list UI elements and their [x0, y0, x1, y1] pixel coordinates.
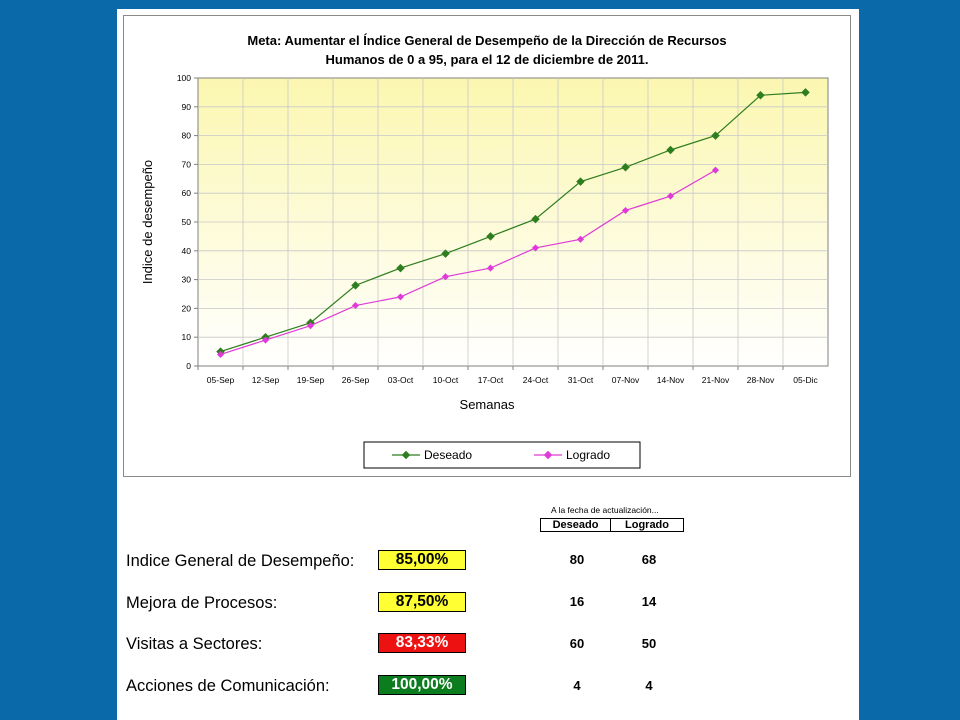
x-tick-label: 28-Nov	[747, 375, 775, 385]
chart-subtitle: Humanos de 0 a 95, para el 12 de diciemb…	[326, 52, 649, 67]
update-note: A la fecha de actualización...	[551, 505, 659, 515]
metric-achieved-value: 4	[645, 678, 653, 693]
metric-percent-badge: 85,00%	[378, 550, 466, 570]
metric-desired-value: 4	[573, 678, 581, 693]
y-tick-label: 80	[182, 131, 192, 141]
metric-desired-value: 60	[569, 636, 585, 651]
metric-desired-value: 80	[569, 552, 585, 567]
metric-desired-value: 16	[569, 594, 585, 609]
grid-lines	[198, 78, 828, 366]
legend-marker-deseado	[401, 450, 411, 460]
metric-percent-badge: 87,50%	[378, 592, 466, 612]
y-tick-label: 70	[182, 159, 192, 169]
y-axis-ticks: 0 10 20 30 40 50 60 70 80 90 100	[177, 73, 198, 371]
x-tick-label: 07-Nov	[612, 375, 640, 385]
x-tick-label: 26-Sep	[342, 375, 370, 385]
legend-label-deseado: Deseado	[424, 448, 472, 462]
legend: Deseado Logrado	[363, 441, 641, 469]
metric-label: Acciones de Comunicación:	[126, 677, 330, 695]
data-point-logrado	[486, 264, 495, 272]
metric-achieved-value: 14	[641, 594, 657, 609]
y-tick-label: 60	[182, 188, 192, 198]
metric-achieved-value: 68	[641, 552, 657, 567]
data-point-logrado	[351, 301, 360, 310]
series-line-deseado	[220, 91, 806, 353]
y-tick-label: 30	[182, 275, 192, 285]
x-tick-label: 17-Oct	[478, 375, 504, 385]
metric-percent-badge: 100,00%	[378, 675, 466, 695]
x-tick-label: 12-Sep	[252, 375, 280, 385]
y-tick-label: 10	[182, 332, 192, 342]
x-tick-label: 03-Oct	[388, 375, 414, 385]
chart-frame: Meta: Aumentar el Índice General de Dese…	[123, 15, 851, 477]
data-point-logrado	[306, 322, 315, 330]
chart-title: Meta: Aumentar el Índice General de Dese…	[247, 33, 726, 48]
col-header-deseado: Deseado	[540, 518, 611, 532]
y-tick-label: 90	[182, 102, 192, 112]
y-tick-label: 100	[177, 73, 191, 83]
x-tick-label: 19-Sep	[297, 375, 325, 385]
x-tick-label: 10-Oct	[433, 375, 459, 385]
metric-label: Indice General de Desempeño:	[126, 552, 355, 570]
x-axis-title: Semanas	[460, 397, 515, 412]
y-tick-label: 0	[186, 361, 191, 371]
metric-achieved-value: 50	[641, 636, 657, 651]
data-point-logrado	[396, 293, 405, 301]
x-tick-label: 14-Nov	[657, 375, 685, 385]
metric-label: Mejora de Procesos:	[126, 594, 278, 612]
y-tick-label: 20	[182, 303, 192, 313]
metric-percent-badge: 83,33%	[378, 633, 466, 653]
legend-label-logrado: Logrado	[566, 448, 610, 462]
data-point-logrado	[441, 273, 450, 281]
x-axis-ticks: 05-Sep 12-Sep 19-Sep 26-Sep 03-Oct 10-Oct 17-O…	[197, 366, 819, 385]
x-tick-label: 21-Nov	[702, 375, 730, 385]
line-chart: Meta: Aumentar el Índice General de Dese…	[140, 33, 829, 469]
data-point-logrado	[621, 206, 630, 215]
data-point-deseado	[351, 281, 360, 290]
data-point-logrado	[666, 192, 675, 200]
series-line-logrado	[220, 169, 716, 356]
data-point-logrado	[531, 244, 540, 252]
slide: Meta: Aumentar el Índice General de Dese…	[117, 9, 859, 720]
data-point-deseado	[396, 263, 405, 273]
col-header-logrado: Logrado	[611, 518, 684, 532]
data-point-logrado	[216, 350, 225, 359]
x-tick-label: 05-Sep	[207, 375, 235, 385]
metric-label: Visitas a Sectores:	[126, 635, 263, 653]
x-tick-label: 31-Oct	[568, 375, 594, 385]
data-point-logrado	[711, 166, 720, 174]
x-tick-label: 24-Oct	[523, 375, 549, 385]
data-point-logrado	[261, 336, 270, 344]
legend-marker-logrado	[543, 450, 553, 460]
y-tick-label: 40	[182, 246, 192, 256]
x-tick-label: 05-Dic	[793, 375, 818, 385]
data-point-logrado	[576, 235, 585, 243]
y-tick-label: 50	[182, 217, 192, 227]
y-axis-title: Indice de desempeño	[140, 160, 155, 284]
data-point-deseado	[441, 249, 450, 258]
data-point-deseado	[486, 232, 495, 241]
